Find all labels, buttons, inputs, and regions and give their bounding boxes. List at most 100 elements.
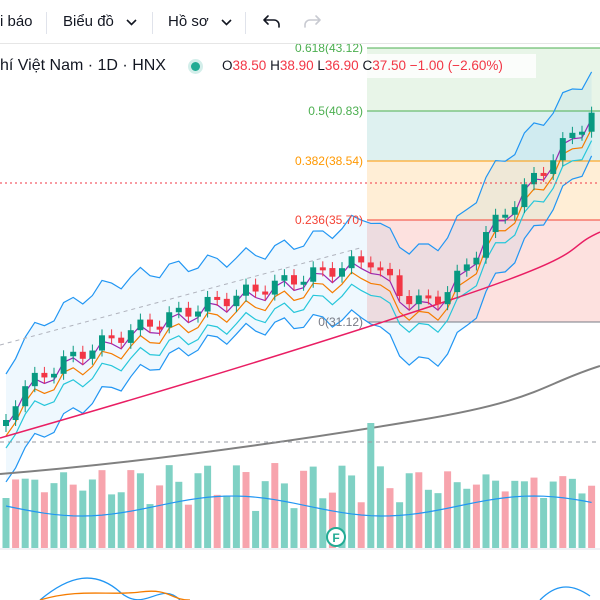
- candle-body: [3, 420, 9, 426]
- candle-body: [415, 295, 422, 305]
- volume-bar: [396, 502, 404, 548]
- candle-body: [348, 256, 355, 269]
- undo-icon[interactable]: [262, 13, 282, 31]
- price-chart[interactable]: F 0.618(43.12) 0.5(40.83) 0.382(38.54) 0.23…: [0, 44, 600, 600]
- volume-bar: [280, 483, 288, 548]
- volume-bar: [261, 481, 269, 548]
- volume-bar: [290, 508, 298, 548]
- open-key: O: [222, 58, 233, 73]
- volume-bar: [31, 479, 39, 548]
- volume-bar: [184, 504, 192, 548]
- toolbar-divider: [46, 12, 47, 34]
- candle-body: [454, 270, 461, 293]
- candle-body: [521, 184, 528, 208]
- candle-body: [367, 262, 374, 268]
- candle-body: [291, 275, 297, 285]
- candle-body: [175, 307, 182, 313]
- high-value: 38.90: [279, 58, 314, 73]
- volume-bar: [376, 466, 384, 548]
- candle-body: [511, 207, 518, 215]
- fibonacci-labels: 0.618(43.12) 0.5(40.83) 0.382(38.54) 0.236(…: [295, 44, 363, 329]
- volume-bar: [117, 492, 125, 548]
- volume-bar: [472, 484, 480, 548]
- candle-body: [377, 267, 384, 271]
- volume-bar: [453, 482, 461, 548]
- volume-bar: [300, 470, 308, 548]
- volume-bar: [357, 502, 365, 548]
- candle-body: [243, 284, 249, 296]
- volume-bar: [12, 479, 20, 548]
- volume-bar: [194, 473, 202, 548]
- symbol-title[interactable]: hí Việt Nam · 1D · HNX: [0, 57, 166, 74]
- candle-body: [319, 267, 326, 271]
- candle-body: [271, 280, 278, 295]
- volume-bar: [98, 470, 106, 548]
- alerts-button[interactable]: i báo: [0, 13, 33, 30]
- candle-body: [473, 257, 480, 265]
- redo-icon[interactable]: [302, 13, 322, 31]
- oscillator-signal: [39, 590, 191, 600]
- candle-body: [444, 292, 451, 305]
- oscillator-line: [39, 577, 181, 600]
- volume-bar: [60, 472, 68, 548]
- candle-body: [166, 312, 173, 328]
- volume-bar: [338, 465, 346, 548]
- volume-bar: [328, 492, 336, 548]
- candle-body: [435, 296, 441, 305]
- candle-body: [41, 372, 48, 378]
- candlesticks: [3, 106, 595, 432]
- candle-body: [70, 351, 77, 357]
- fib-level-label: 0.5(40.83): [308, 104, 363, 118]
- fib-level-label: 0.236(35.70): [295, 213, 363, 227]
- volume-bar: [156, 485, 164, 548]
- candle-body: [51, 373, 57, 378]
- volume-bar: [232, 465, 240, 548]
- volume-bar: [242, 472, 250, 548]
- candle-body: [540, 172, 547, 176]
- bollinger-lower: [5, 155, 593, 483]
- volume-bar: [578, 493, 586, 548]
- candle-body: [252, 284, 259, 292]
- fib-level-label: 0.618(43.12): [295, 44, 363, 55]
- candle-body: [531, 172, 537, 185]
- volume-bar: [568, 478, 576, 548]
- event-marker-label: F: [332, 531, 339, 545]
- chevron-down-icon: [126, 18, 137, 26]
- volume-bar: [79, 490, 87, 548]
- market-status-dot: [191, 62, 200, 71]
- event-marker-circle: [326, 527, 346, 547]
- candle-body: [387, 268, 393, 276]
- volume-bar: [559, 476, 567, 548]
- candle-body: [559, 138, 566, 161]
- fib-level-label: 0(31.12): [318, 315, 363, 329]
- candle-body: [406, 296, 413, 305]
- candle-body: [463, 264, 470, 271]
- candle-body: [425, 295, 432, 299]
- chart-menu-label: Biểu đồ: [63, 13, 114, 30]
- chevron-down-icon: [221, 18, 232, 26]
- candle-body: [79, 351, 86, 359]
- profile-menu-label: Hồ sơ: [168, 13, 209, 30]
- candle-body: [204, 296, 211, 312]
- volume-bar: [540, 497, 548, 548]
- candle-body: [147, 319, 153, 327]
- volume-bar: [520, 481, 528, 548]
- bollinger-upper: [5, 71, 593, 375]
- chart-menu-button[interactable]: Biểu đồ: [63, 0, 137, 44]
- legend-background: [0, 54, 536, 78]
- candle-body: [108, 335, 115, 339]
- candle-body: [358, 256, 365, 263]
- candle-body: [223, 298, 230, 307]
- profile-menu-button[interactable]: Hồ sơ: [168, 0, 232, 44]
- volume-bar: [367, 423, 375, 548]
- bollinger-band-fill: [6, 71, 592, 482]
- high-key: H: [270, 58, 280, 73]
- trend-line: [0, 247, 361, 346]
- low-key: L: [317, 58, 325, 73]
- oscillator-line: [539, 586, 591, 600]
- ma-longest-gray: [0, 365, 600, 475]
- candle-body: [550, 160, 557, 174]
- candle-body: [281, 275, 288, 281]
- fib-level-label: 0.382(38.54): [295, 154, 363, 168]
- candle-body: [156, 326, 163, 330]
